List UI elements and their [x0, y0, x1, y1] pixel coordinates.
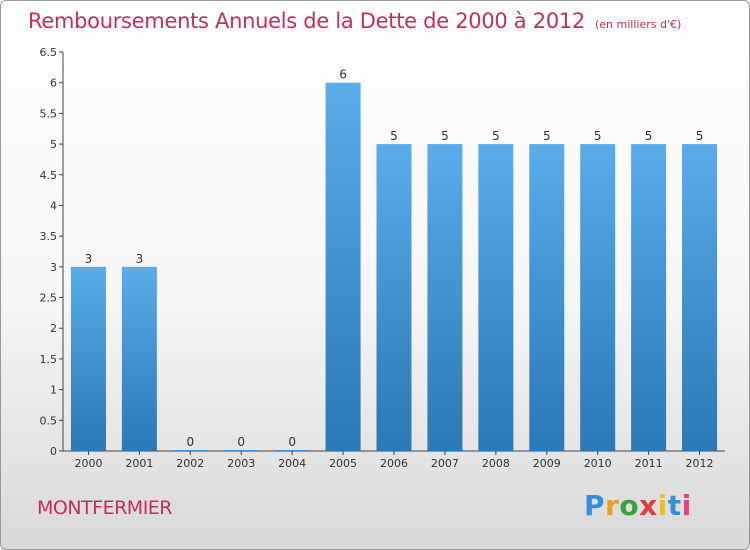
- chart-title-text: Remboursements Annuels de la Dette de 20…: [28, 9, 585, 33]
- bar-value-label: 0: [186, 435, 194, 449]
- unit-label: (en milliers d'€): [595, 18, 682, 31]
- y-tick-label: 3: [50, 261, 57, 274]
- x-tick-label: 2006: [380, 457, 408, 470]
- bar-value-label: 6: [339, 68, 347, 82]
- x-tick-label: 2002: [176, 457, 204, 470]
- logo-letter: P: [584, 489, 606, 522]
- bar-value-label: 5: [594, 129, 602, 143]
- bar-value-label: 5: [390, 129, 398, 143]
- bar-2002: [172, 450, 208, 451]
- logo-letter: o: [619, 489, 640, 522]
- proxiti-logo: Proxiti: [584, 489, 692, 522]
- logo-letter: i: [657, 489, 668, 522]
- bar-value-label: 0: [237, 435, 245, 449]
- bar-2001: [121, 266, 157, 451]
- y-tick-label: 1.5: [40, 353, 58, 366]
- y-tick-label: 0: [50, 445, 57, 458]
- x-tick-label: 2009: [533, 457, 561, 470]
- logo-letter: t: [667, 489, 682, 522]
- x-tick-label: 2001: [125, 457, 153, 470]
- logo-letter: i: [681, 489, 692, 522]
- bar-2006: [376, 144, 412, 452]
- logo-letter: r: [605, 489, 620, 522]
- x-tick-label: 2007: [431, 457, 459, 470]
- x-tick-label: 2005: [329, 457, 357, 470]
- y-tick-label: 3.5: [40, 230, 58, 243]
- y-tick-labels: 0 0.5 1 1.5 2 2.5 3 3.5 4 4.5 5 5.5 6 6.5: [40, 46, 58, 458]
- x-tick-label: 2004: [278, 457, 306, 470]
- bar-value-label: 0: [288, 435, 296, 449]
- logo-letter: x: [639, 489, 658, 522]
- y-tick-label: 6: [50, 77, 57, 90]
- bar-2007: [427, 144, 463, 452]
- bar-2000: [70, 266, 106, 451]
- bar-2012: [682, 144, 718, 452]
- bar-value-label: 3: [85, 252, 93, 266]
- x-tick-label: 2003: [227, 457, 255, 470]
- bar-value-label: 3: [136, 252, 144, 266]
- bar-2009: [529, 144, 565, 452]
- x-tick-label: 2012: [686, 457, 714, 470]
- bar-value-label: 5: [441, 129, 449, 143]
- y-tick-label: 5.5: [40, 107, 58, 120]
- bars: [70, 82, 718, 452]
- y-tick-label: 4.5: [40, 169, 58, 182]
- x-tick-label: 2011: [635, 457, 663, 470]
- chart-title: Remboursements Annuels de la Dette de 20…: [28, 9, 681, 33]
- y-tick-label: 2.5: [40, 292, 58, 305]
- x-tick-label: 2000: [74, 457, 102, 470]
- x-tick-labels: 2000 2001 2002 2003 2004 2005 2006 2007 2008 2009…: [74, 457, 713, 470]
- bar-2004: [274, 450, 310, 451]
- y-tick-label: 6.5: [40, 46, 58, 59]
- bar-value-label: 5: [543, 129, 551, 143]
- bar-2011: [631, 144, 667, 452]
- bar-value-label: 5: [696, 129, 704, 143]
- y-tick-label: 4: [50, 199, 57, 212]
- x-tick-label: 2008: [482, 457, 510, 470]
- bar-2005: [325, 82, 361, 451]
- y-tick-label: 0.5: [40, 414, 58, 427]
- bar-2003: [223, 450, 259, 451]
- x-tick-label: 2010: [584, 457, 612, 470]
- bar-2010: [580, 144, 616, 452]
- bar-2008: [478, 144, 514, 452]
- commune-name: MONTFERMIER: [37, 497, 173, 519]
- bar-value-label: 5: [492, 129, 500, 143]
- bar-value-labels: 3 3 0 0 0 6 5 5 5 5 5 5 5: [85, 68, 704, 449]
- bar-value-label: 5: [645, 129, 653, 143]
- y-tick-label: 1: [50, 384, 57, 397]
- y-tick-label: 5: [50, 138, 57, 151]
- y-tick-label: 2: [50, 322, 57, 335]
